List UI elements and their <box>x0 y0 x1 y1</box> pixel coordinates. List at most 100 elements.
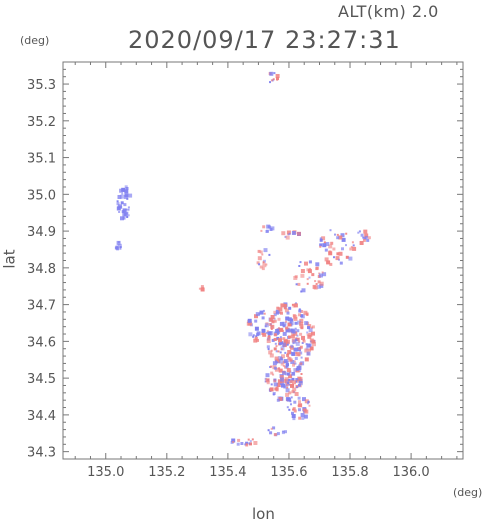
echo-pixel <box>292 417 296 421</box>
echo-pixel <box>321 271 324 274</box>
echo-pixel <box>300 310 304 313</box>
echo-pixel <box>336 236 340 240</box>
echo-pixel <box>124 185 128 189</box>
echo-pixel <box>289 380 293 384</box>
echo-pixel <box>231 438 236 443</box>
echo-pixel <box>280 311 283 315</box>
echo-pixel <box>259 250 263 254</box>
echo-pixel <box>298 416 302 420</box>
echo-pixel <box>247 438 250 441</box>
x-axis-unit: (deg) <box>453 486 483 499</box>
echo-pixel <box>289 321 294 326</box>
echo-pixel <box>306 268 310 272</box>
y-tick-label: 34.5 <box>27 372 56 387</box>
echo-pixel <box>261 253 264 256</box>
echo-pixel <box>300 290 303 293</box>
echo-pixel <box>260 229 263 232</box>
echo-pixel <box>253 338 258 343</box>
echo-pixel <box>125 187 129 190</box>
echo-pixel <box>267 335 271 339</box>
echo-pixel <box>128 193 133 198</box>
echo-pixel <box>119 247 122 250</box>
echo-pixel <box>326 260 331 265</box>
echo-pixel <box>301 416 305 420</box>
echo-pixel <box>266 229 269 233</box>
echo-pixel <box>275 345 278 348</box>
echo-pixel <box>282 371 287 376</box>
echo-pixel <box>317 284 321 289</box>
y-ticks: 34.3 34.4 34.5 34.6 34.7 34.8 34.9 35.0 35.1 35.2… <box>27 61 463 461</box>
echo-pixel <box>289 400 292 403</box>
echo-pixel <box>255 328 258 331</box>
echo-pixel <box>329 262 333 266</box>
x-axis-label: lon <box>252 505 275 523</box>
echo-pixel <box>299 351 303 355</box>
echo-pixel <box>324 248 328 252</box>
echo-pixel <box>277 331 280 335</box>
echo-pixel <box>288 391 292 395</box>
echo-pixel <box>267 348 270 351</box>
echo-pixel <box>120 194 125 199</box>
echo-pixel <box>200 285 204 289</box>
echo-pixel <box>363 229 368 234</box>
echo-pixel <box>268 253 271 256</box>
echo-pixel <box>279 321 284 326</box>
echo-pixel <box>328 244 333 249</box>
echo-pixel <box>275 386 279 390</box>
echo-pixel <box>291 414 296 418</box>
echo-pixel <box>338 251 343 256</box>
echo-pixel <box>262 309 265 312</box>
echo-pixel <box>329 229 332 232</box>
y-axis-unit: (deg) <box>20 34 50 47</box>
echo-pixel <box>297 404 300 407</box>
echo-pixel <box>367 236 371 240</box>
echo-pixel <box>345 244 347 247</box>
echo-pixel <box>270 383 273 386</box>
echo-pixel <box>244 443 246 446</box>
echo-pixel <box>298 400 301 404</box>
echo-pixel <box>273 310 277 314</box>
echo-pixel <box>308 276 311 279</box>
echo-pixel <box>280 362 284 366</box>
echo-pixel <box>270 324 275 329</box>
echo-pixel <box>294 392 299 396</box>
echo-pixel <box>232 441 235 443</box>
echo-pixel <box>285 392 290 397</box>
echo-pixel <box>286 372 290 376</box>
echo-pixel <box>282 321 287 326</box>
echo-pixel <box>266 331 268 334</box>
echo-pixel <box>293 409 297 413</box>
echo-pixel <box>276 311 280 315</box>
echo-pixel <box>290 344 294 348</box>
echo-pixel <box>125 208 128 211</box>
echo-pixel <box>279 311 282 314</box>
echo-pixel <box>309 346 314 351</box>
echo-pixel <box>248 332 253 337</box>
echo-pixel <box>300 362 303 365</box>
echo-pixel <box>262 332 267 337</box>
echo-pixel <box>121 192 124 195</box>
echo-pixel <box>122 216 126 220</box>
echo-pixel <box>297 383 301 387</box>
echo-pixel <box>271 338 275 342</box>
echo-pixel <box>324 257 329 262</box>
y-tick-label: 35.0 <box>27 188 56 203</box>
echo-pixel <box>295 386 298 389</box>
echo-pixel <box>295 337 298 340</box>
echo-pixel <box>306 351 311 356</box>
echo-pixel <box>302 397 306 402</box>
echo-pixel <box>286 311 290 315</box>
echo-pixel <box>278 338 282 343</box>
echo-pixel <box>298 308 301 311</box>
echo-pixel <box>358 230 361 233</box>
echo-pixel <box>290 360 295 364</box>
echo-pixel <box>123 203 127 207</box>
echo-pixel <box>285 326 289 330</box>
echo-pixel <box>124 195 128 199</box>
echo-pixel <box>257 256 262 261</box>
echo-pixel <box>118 204 122 209</box>
echo-pixel <box>256 333 260 337</box>
echo-pixel <box>296 334 299 337</box>
echo-pixel <box>286 406 289 409</box>
echo-pixel <box>291 231 296 235</box>
